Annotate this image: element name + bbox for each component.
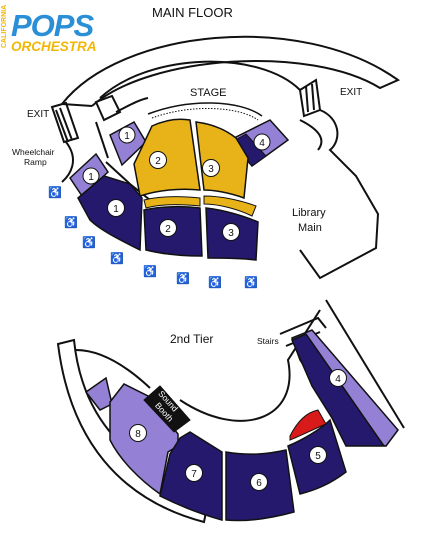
library-main-label-1: Library [292, 207, 326, 219]
wheelchair-ramp-label-2: Ramp [24, 157, 47, 167]
section-mf-navy-3[interactable]: 3 [205, 207, 259, 261]
section-label: 5 [315, 451, 321, 462]
logo: CALIFORNIA POPS ORCHESTRA [1, 5, 97, 54]
second-tier-title: 2nd Tier [170, 332, 213, 346]
wheelchair-icons: ♿ ♿ ♿ ♿ ♿ ♿ ♿ ♿ [48, 186, 258, 289]
section-t2-navy-6[interactable]: 6 [225, 449, 295, 522]
logo-pops: POPS [11, 8, 94, 43]
wheelchair-icon: ♿ [64, 216, 78, 229]
stage-label: STAGE [190, 87, 226, 99]
section-label: 1 [113, 204, 119, 215]
section-label: 4 [259, 138, 265, 149]
wheelchair-icon: ♿ [143, 265, 157, 278]
exit-right-label: EXIT [340, 87, 362, 98]
main-floor-title: MAIN FLOOR [152, 5, 233, 20]
section-mf-gold-2[interactable]: 2 [133, 118, 201, 197]
section-mf-lav-1-upper[interactable]: 1 [109, 120, 147, 167]
section-label: 6 [256, 478, 262, 489]
stairs-label: Stairs [257, 336, 279, 346]
section-mf-gold-3[interactable]: 3 [143, 121, 257, 217]
library-main-label-2: Main [298, 222, 322, 234]
wheelchair-icon: ♿ [176, 272, 190, 285]
logo-orchestra: ORCHESTRA [11, 39, 97, 54]
wheelchair-icon: ♿ [82, 236, 96, 249]
exit-left-label: EXIT [27, 109, 49, 120]
section-label: 1 [88, 172, 94, 183]
section-label: 3 [208, 164, 214, 175]
section-label: 2 [155, 156, 161, 167]
section-t2-navy-5[interactable]: 5 [287, 418, 347, 495]
logo-california: CALIFORNIA [1, 5, 8, 48]
section-label: 4 [335, 374, 341, 385]
section-mf-lav-1-lower[interactable]: 1 [69, 152, 109, 198]
section-label: 1 [124, 131, 130, 142]
section-mf-navy-1[interactable]: 1 [77, 175, 143, 252]
section-t2-navy-4[interactable]: 4 [291, 329, 399, 447]
wheelchair-icon: ♿ [48, 186, 62, 199]
wheelchair-ramp-label-1: Wheelchair [12, 147, 55, 157]
section-t2-navy-7[interactable]: 7 [159, 431, 223, 521]
section-label: 2 [165, 224, 171, 235]
section-label: 3 [228, 228, 234, 239]
wheelchair-icon: ♿ [244, 276, 258, 289]
wheelchair-icon: ♿ [110, 252, 124, 265]
wheelchair-icon: ♿ [208, 276, 222, 289]
section-t2-lav-8[interactable]: 8 [84, 376, 179, 496]
section-mf-navy-2[interactable]: 2 [143, 205, 203, 257]
red-section[interactable] [289, 409, 327, 441]
section-label: 8 [135, 429, 141, 440]
section-label: 7 [191, 469, 197, 480]
